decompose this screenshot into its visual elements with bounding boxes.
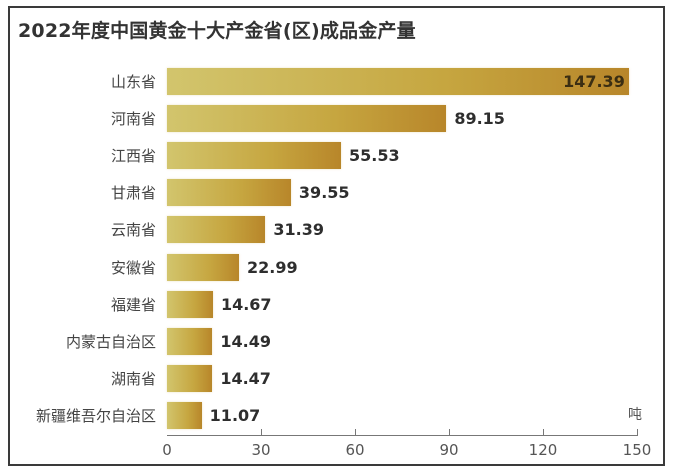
bar-row: 新疆维吾尔自治区 11.07	[0, 401, 674, 430]
bar	[167, 68, 629, 95]
value-label: 31.39	[273, 220, 324, 240]
category-label: 河南省	[110, 110, 156, 129]
x-tick-mark	[261, 429, 262, 436]
category-label: 江西省	[110, 147, 156, 166]
bar	[167, 105, 447, 133]
x-tick-label: 30	[251, 441, 271, 459]
bar	[167, 364, 213, 392]
x-tick-label: 120	[528, 441, 558, 459]
x-axis-unit-label: 吨	[628, 407, 642, 423]
category-label: 内蒙古自治区	[65, 332, 156, 351]
x-tick-label: 60	[345, 441, 365, 459]
value-label: 89.15	[454, 109, 505, 129]
bar	[167, 401, 202, 429]
bar	[167, 142, 341, 170]
bar-row: 福建省 14.67	[0, 290, 674, 319]
value-label: 55.53	[348, 146, 400, 166]
x-axis-line	[167, 435, 638, 436]
x-tick-mark	[543, 429, 544, 436]
category-label: 湖南省	[110, 369, 156, 388]
bar	[167, 290, 213, 318]
value-label: 11.07	[209, 405, 261, 425]
bar-row: 安徽省 22.99	[0, 253, 674, 282]
x-tick-mark	[637, 429, 638, 436]
category-label: 新疆维吾尔自治区	[35, 406, 156, 425]
x-tick-label: 0	[162, 441, 172, 459]
category-label: 福建省	[110, 295, 156, 314]
x-tick-label: 150	[622, 441, 652, 459]
value-label: 39.55	[298, 183, 350, 203]
bar	[167, 216, 266, 244]
bar-row: 江西省 55.53	[0, 142, 674, 170]
value-label: 14.47	[220, 368, 271, 388]
bar	[167, 253, 240, 281]
category-label: 甘肃省	[110, 184, 156, 203]
category-label: 安徽省	[110, 258, 156, 277]
value-label: 14.49	[220, 331, 271, 351]
bar-row: 内蒙古自治区 14.49	[0, 327, 674, 356]
bar-row: 甘肃省 39.55	[0, 179, 674, 207]
chart-title: 2022年度中国黄金十大产金省(区)成品金产量	[18, 20, 416, 42]
x-tick-label: 90	[439, 441, 459, 459]
value-label: 14.67	[220, 294, 272, 314]
value-label: 147.39	[563, 72, 625, 91]
bar-row: 湖南省 14.47	[0, 364, 674, 393]
x-tick-mark	[355, 429, 356, 436]
bar-row: 云南省 31.39	[0, 216, 674, 244]
category-label: 山东省	[110, 73, 156, 91]
bar	[167, 327, 213, 355]
x-tick-mark	[449, 429, 450, 436]
bar	[167, 179, 291, 207]
value-label: 22.99	[247, 257, 298, 277]
bar-row: 河南省 89.15	[0, 105, 674, 133]
category-label: 云南省	[110, 221, 156, 240]
bar-row: 山东省 147.39	[0, 68, 674, 96]
